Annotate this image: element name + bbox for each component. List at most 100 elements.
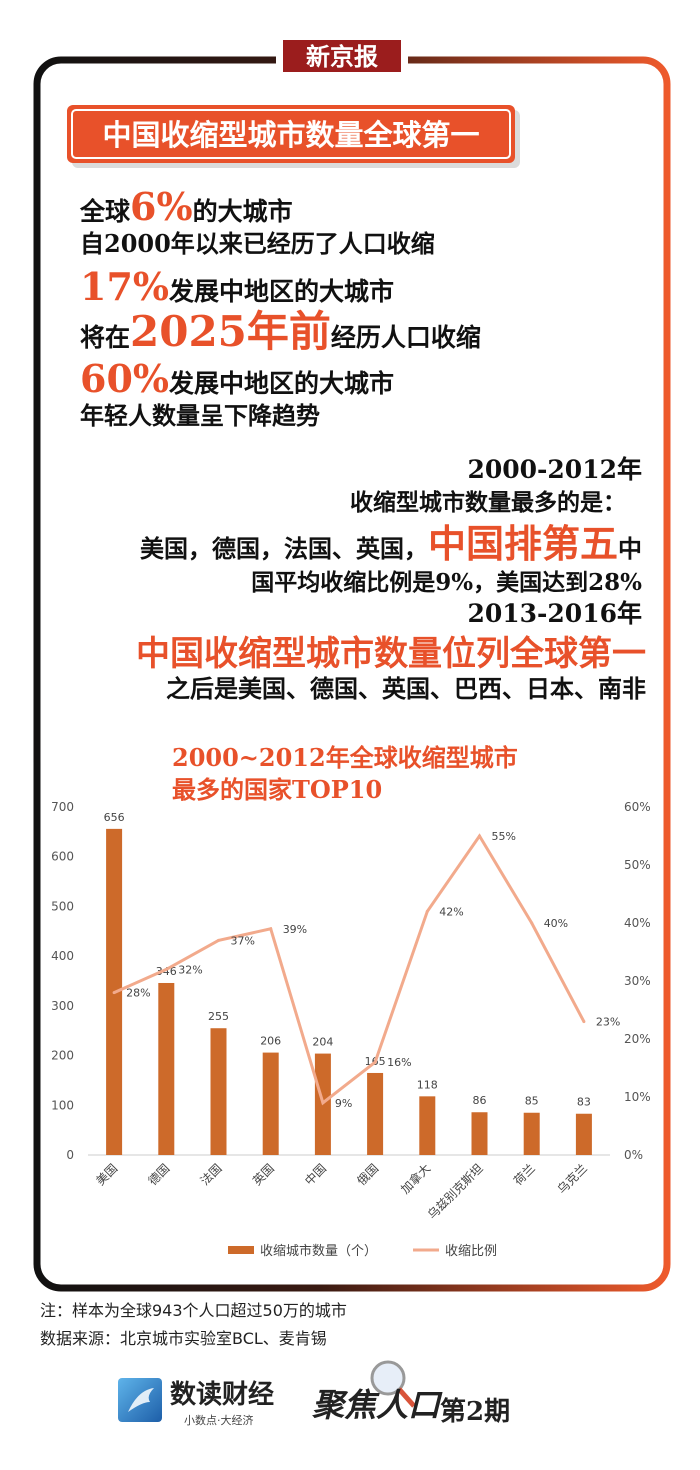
bar-value-label: 206 [260,1035,281,1048]
summary-text: 收缩型城市数量最多的是： [350,489,626,516]
bar [419,1096,436,1155]
line-point [112,991,116,995]
x-tick-label: 乌克兰 [554,1161,590,1197]
y-tick-label: 500 [51,899,74,913]
bar [210,1028,227,1155]
brand: 新京报 [306,42,378,71]
summary-text: 之后是美国、德国、英国、巴西、日本、南非 [166,674,646,703]
line-value-label: 39% [283,923,307,936]
summary-line: 中国收缩型城市数量位列全球第一 [136,634,646,674]
line-point [373,1060,377,1064]
summary-text: 国平均收缩比例是9%，美国达到28% [251,569,642,596]
logo-slogan: 小数点·大经济 [184,1413,254,1427]
y2-tick-label: 20% [624,1032,651,1046]
y-tick-label: 400 [51,949,74,963]
bar [367,1072,384,1155]
y-tick-label: 0 [66,1148,74,1162]
bar [158,982,175,1155]
column-name: 聚焦人口 [312,1386,443,1424]
stat-line: 将在2025年前经历人口收缩 [80,307,481,356]
y2-tick-label: 30% [624,974,651,988]
legend-label: 收缩比例 [445,1243,497,1259]
x-tick-label: 法国 [198,1161,225,1188]
x-tick-label: 乌兹别克斯坦 [424,1161,486,1223]
stat-text: 将在 [80,323,130,352]
y2-tick-label: 50% [624,858,651,872]
stat-highlight: 17% [80,264,169,309]
line-value-label: 42% [439,905,463,918]
bar-value-label: 86 [473,1094,487,1107]
chart: 0 100 200 300 400 500 600 700 0% 10% 20% 30% 40% 50% 6… [51,800,651,1259]
bar-value-label: 204 [312,1036,333,1049]
bar [523,1112,540,1155]
line-point [217,938,220,942]
bar-value-label: 85 [525,1095,539,1108]
y2-tick-label: 0% [624,1148,643,1162]
chart-title: 2000~2012年全球收缩型城市 [172,743,518,772]
legend-swatch [228,1246,254,1254]
stat-text: 发展中地区的大城市 [168,369,394,398]
note: 数据来源：北京城市实验室BCL、麦肯锡 [40,1329,327,1348]
line-value-label: 23% [596,1016,620,1029]
x-tick-label: 加拿大 [397,1161,433,1197]
line-point [478,834,481,838]
y2-tick-label: 40% [624,916,651,930]
stat-text: 自2000年以来已经历了人口收缩 [80,229,435,258]
headline-box [67,105,515,163]
summary-text: 2000-2012年 [467,455,642,484]
line-point [582,1020,586,1024]
stat-line: 年轻人数量呈下降趋势 [80,401,320,430]
line-value-label: 37% [231,934,255,947]
line-value-label: 16% [387,1056,411,1069]
y-tick-label: 600 [51,850,74,864]
line [113,833,586,1106]
headline: 中国收缩型城市数量全球第一 [102,118,479,152]
stat-highlight: 6% [130,184,193,229]
x-tick-label: 美国 [93,1161,120,1188]
stat-line: 60%发展中地区的大城市 [80,356,394,401]
summary-text: 中 [618,534,642,563]
x-tick-label: 中国 [301,1161,329,1189]
headline-inner [71,109,511,159]
stat-text: 发展中地区的大城市 [168,277,394,306]
summary-line: 国平均收缩比例是9%，美国达到28% [251,569,642,596]
stat-line: 全球6%的大城市 [79,184,293,229]
summary-line: 2013-2016年 [467,599,642,628]
y-tick-label: 700 [51,800,74,814]
stat-text: 全球 [79,197,131,226]
x-tick-label: 俄国 [354,1161,381,1188]
line-point [530,921,534,925]
line-point [425,909,429,913]
line-point [269,927,273,931]
chart-subtitle: 最多的国家TOP10 [172,775,382,804]
magnifier [370,1360,406,1396]
bar [575,1113,592,1155]
bar-value-label: 255 [208,1010,229,1023]
bar-value-label: 118 [417,1078,438,1091]
y2-tick-label: 10% [624,1090,651,1104]
logo-name: 数读财经 [170,1379,274,1410]
summary-line: 美国，德国，法国、英国，中国排第五中 [140,521,642,566]
bar-value-label: 346 [156,965,177,978]
bar-value-label: 83 [577,1096,591,1109]
y-tick-label: 100 [51,1098,74,1112]
stat-text: 的大城市 [193,197,293,226]
stat-line: 17%发展中地区的大城市 [80,264,394,309]
stat-highlight: 60% [80,356,169,401]
summary-text: 美国，德国，法国、英国， [140,534,428,563]
issue: 第2期 [440,1396,510,1427]
x-tick-label: 英国 [250,1161,277,1188]
stat-highlight: 2025年前 [130,307,331,356]
line-value-label: 55% [492,830,516,843]
bar [471,1112,488,1155]
x-tick-label: 德国 [145,1161,173,1189]
note: 注：样本为全球943个人口超过50万的城市 [40,1301,347,1320]
summary-highlight: 中国收缩型城市数量位列全球第一 [136,634,646,674]
line-value-label: 28% [126,987,150,1000]
line-point [321,1101,325,1105]
summary-text: 2013-2016年 [467,599,642,628]
y-tick-label: 200 [51,1049,74,1063]
line-value-label: 40% [544,917,568,930]
y2-tick-label: 60% [624,800,651,814]
